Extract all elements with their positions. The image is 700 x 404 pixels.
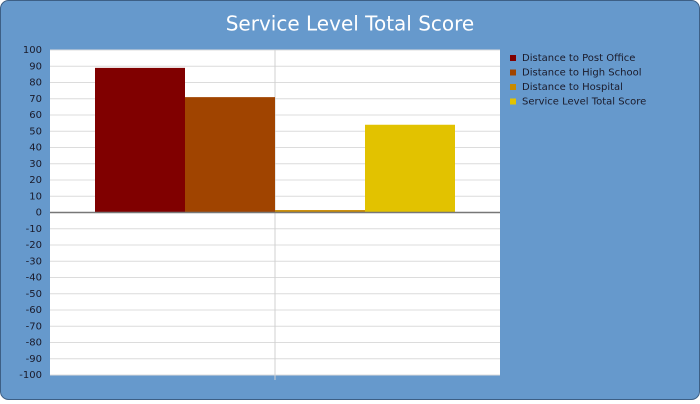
y-tick-label: -40 <box>26 273 42 284</box>
y-tick-label: -10 <box>26 224 42 235</box>
legend-swatch <box>510 69 516 76</box>
y-tick-label: -70 <box>26 321 42 332</box>
legend-label: Distance to High School <box>522 68 641 79</box>
bar <box>365 124 455 213</box>
legend-swatch <box>510 98 516 105</box>
legend-label: Distance to Post Office <box>522 53 635 64</box>
chart-title: Service Level Total Score <box>226 12 475 36</box>
y-tick-label: -20 <box>26 240 42 251</box>
bar <box>95 67 185 213</box>
y-tick-label: 100 <box>23 45 42 56</box>
y-tick-label: -90 <box>26 354 42 365</box>
legend-label: Distance to Hospital <box>522 82 623 93</box>
y-tick-label: 70 <box>29 94 42 105</box>
y-tick-label: 0 <box>36 208 42 219</box>
y-tick-label: -80 <box>26 338 42 349</box>
y-tick-label: 30 <box>29 159 42 170</box>
y-tick-label: 10 <box>29 191 42 202</box>
legend-swatch <box>510 84 516 90</box>
y-tick-label: 60 <box>29 110 42 121</box>
y-tick-label: 90 <box>29 61 42 72</box>
y-tick-label: 80 <box>29 78 42 89</box>
bar <box>275 210 365 213</box>
y-tick-label: -50 <box>26 289 42 300</box>
bar <box>185 97 275 213</box>
y-tick-label: 40 <box>29 143 42 154</box>
legend-swatch <box>510 55 516 61</box>
y-tick-label: -30 <box>26 256 42 267</box>
legend-label: Service Level Total Score <box>522 97 646 108</box>
y-tick-label: -60 <box>26 305 42 316</box>
y-tick-label: 20 <box>29 175 42 186</box>
y-tick-label: -100 <box>19 370 42 381</box>
y-tick-label: 50 <box>29 126 42 137</box>
